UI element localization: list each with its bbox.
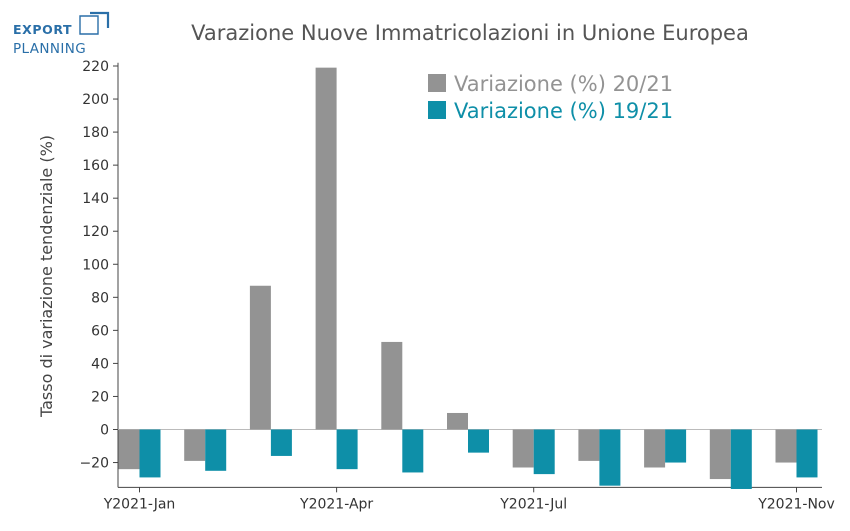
bar-series1-Y2021-Jun [447, 412, 468, 430]
legend-swatch-1 [428, 74, 446, 92]
bar-series2-Y2021-Sep [665, 429, 687, 463]
legend-label-1: Variazione (%) 20/21 [454, 72, 673, 96]
bar-series2-Y2021-Oct [730, 429, 752, 489]
legend-label-2: Variazione (%) 19/21 [454, 99, 673, 123]
bar-series2-Y2021-Aug [599, 429, 621, 486]
bar-series1-Y2021-Feb [184, 429, 206, 461]
y-tick-label: 80 [91, 290, 109, 306]
logo-export-text: EXPORT [13, 22, 73, 37]
bar-series2-Y2021-Jan [139, 429, 161, 478]
bar-series2-Y2021-Jun [468, 429, 489, 453]
logo-planning-text: PLANNING [13, 41, 87, 57]
bar-series2-Y2021-Feb [205, 429, 227, 471]
y-tick-label: 0 [100, 423, 109, 439]
y-tick-label: 200 [82, 92, 109, 108]
export-planning-logo: EXPORT PLANNING [13, 10, 123, 60]
bars [118, 67, 818, 489]
bar-series2-Y2021-Apr [336, 429, 358, 470]
bar-series2-Y2021-Nov [796, 429, 818, 478]
bar-series1-Y2021-Aug [578, 429, 600, 461]
y-tick-label: 160 [82, 158, 109, 174]
bar-series1-Y2021-Sep [644, 429, 666, 468]
bar-series1-Y2021-Mar [249, 285, 271, 430]
y-tick-label: 180 [82, 125, 109, 141]
bar-series1-Y2021-Apr [315, 67, 337, 430]
bar-series1-Y2021-Jul [512, 429, 534, 468]
bar-series1-Y2021-May [381, 341, 403, 430]
legend-swatch-2 [428, 101, 446, 119]
x-tick-label: Y2021-Nov [757, 496, 835, 512]
y-tick-label: 60 [91, 323, 109, 339]
y-tick-label: 140 [82, 191, 109, 207]
y-axis-label: Tasso di variazione tendenziale (%) [37, 135, 56, 418]
legend: Variazione (%) 20/21 Variazione (%) 19/21 [428, 72, 673, 123]
x-tick-label: Y2021-Apr [299, 496, 373, 512]
y-tick-label: 220 [82, 59, 109, 75]
y-tick-label: 20 [91, 389, 109, 405]
bar-series1-Y2021-Nov [775, 429, 797, 463]
logo-corner-mark [79, 11, 110, 35]
x-tick-label: Y2021-Jan [103, 496, 176, 512]
axes: −20 0 20 40 60 80 100 120 140 160 180 200 220 Y2021-J… [79, 59, 834, 512]
bar-series2-Y2021-Jul [533, 429, 555, 475]
bar-series1-Y2021-Jan [118, 429, 140, 470]
chart-title: Varazione Nuove Immatricolazioni in Unio… [191, 21, 749, 45]
y-tick-label: 40 [91, 356, 109, 372]
bar-series2-Y2021-May [402, 429, 424, 473]
y-tick-label: −20 [79, 456, 109, 472]
y-tick-label: 120 [82, 224, 109, 240]
bar-series2-Y2021-Mar [270, 429, 292, 456]
bar-series1-Y2021-Oct [709, 429, 731, 480]
x-tick-label: Y2021-Jul [499, 496, 567, 512]
y-tick-label: 100 [82, 257, 109, 273]
